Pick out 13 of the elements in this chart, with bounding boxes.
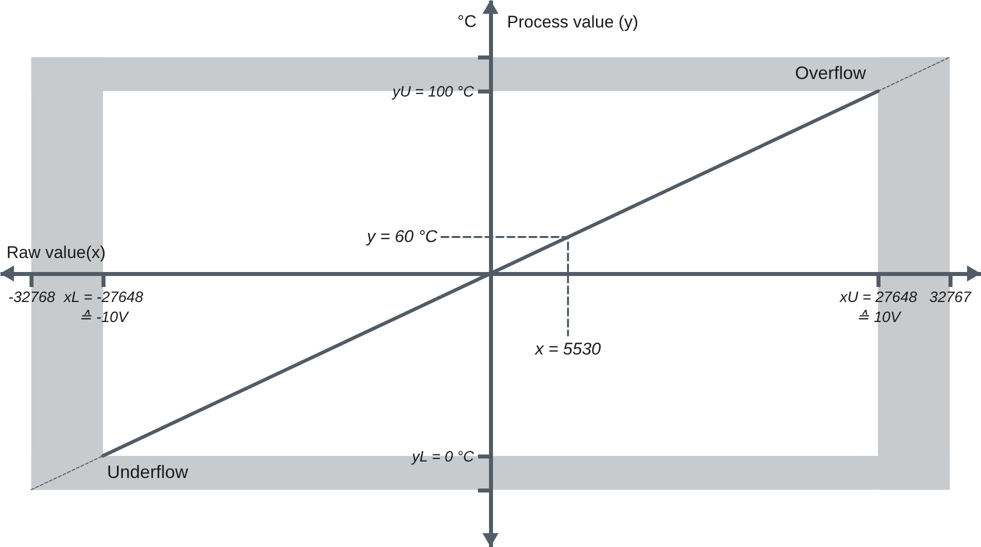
x-tick-label: -32768: [8, 289, 56, 306]
y-tick-label: yL = 0 °C: [410, 448, 474, 466]
annotation: x = 5530: [534, 339, 602, 358]
band-label: Underflow: [107, 462, 190, 482]
x-tick-label: xL = -27648 ≙ -10V: [62, 289, 144, 326]
y-axis-title: Process value (y): [507, 12, 638, 32]
x-tick-label: xU = 27648 ≙ 10V: [838, 289, 918, 326]
annotation: °C: [457, 12, 476, 31]
y-tick-label: yU = 100 °C: [392, 84, 474, 101]
annotation: y = 60 °C: [366, 227, 438, 246]
x-axis-title: Raw value(x): [6, 243, 106, 262]
x-tick-label: 32767: [929, 289, 972, 306]
band-label: Overflow: [794, 63, 867, 84]
